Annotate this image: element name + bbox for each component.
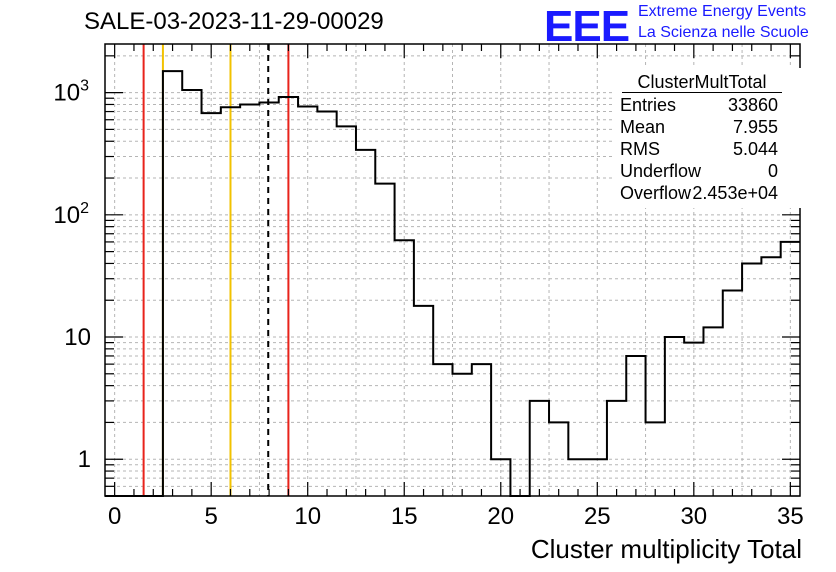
y-tick-label: 103	[53, 78, 89, 107]
x-tick-label: 30	[680, 503, 707, 530]
x-tick-label: 25	[584, 503, 611, 530]
x-tick-label: 35	[777, 503, 804, 530]
x-axis-label: Cluster multiplicity Total	[530, 534, 802, 564]
stats-row-mean: Mean 7.955	[620, 116, 778, 138]
histogram-title: SALE-03-2023-11-29-00029	[84, 8, 384, 35]
stats-value: 2.453e+04	[692, 183, 778, 203]
stats-value: 7.955	[732, 117, 778, 137]
plot-frame-rect	[104, 43, 801, 497]
axis-tick-labels: 0 5 10 15 20 25 30 35 1 10 102 103	[53, 78, 803, 530]
axis-ticks	[105, 44, 800, 497]
stats-row-entries: Entries 33860	[620, 94, 778, 116]
stats-key: Overflow	[620, 183, 692, 203]
stats-key: Underflow	[620, 161, 702, 181]
y-tick-label: 1	[78, 446, 91, 473]
stats-value: 5.044	[732, 139, 778, 159]
y-tick-label: 10	[64, 324, 91, 351]
stats-value: 0	[767, 161, 778, 181]
x-tick-label: 10	[294, 503, 321, 530]
stats-key: Entries	[620, 95, 677, 115]
x-tick-label: 0	[108, 503, 121, 530]
stats-row-overflow: Overflow 2.453e+04	[620, 182, 778, 204]
plot-frame	[104, 43, 801, 497]
x-tick-label: 20	[487, 503, 514, 530]
stats-row-rms: RMS 5.044	[620, 138, 778, 160]
stats-title: ClusterMultTotal	[622, 72, 782, 93]
y-tick-label: 102	[53, 200, 89, 229]
stats-row-underflow: Underflow 0	[620, 160, 778, 182]
histogram-series	[105, 70, 800, 497]
logo-subtitle-1: Extreme Energy Events	[638, 3, 807, 20]
x-tick-label: 5	[205, 503, 218, 530]
logo-subtitle-2: La Scienza nelle Scuole	[638, 24, 809, 41]
stats-key: Mean	[620, 117, 666, 137]
eee-logo: EEE	[544, 2, 630, 51]
stats-value: 33860	[727, 95, 778, 115]
histogram-step-line	[105, 70, 800, 497]
stats-box: ClusterMultTotal Entries 33860 Mean 7.95…	[614, 68, 806, 208]
stats-key: RMS	[620, 139, 660, 159]
x-tick-label: 15	[391, 503, 418, 530]
